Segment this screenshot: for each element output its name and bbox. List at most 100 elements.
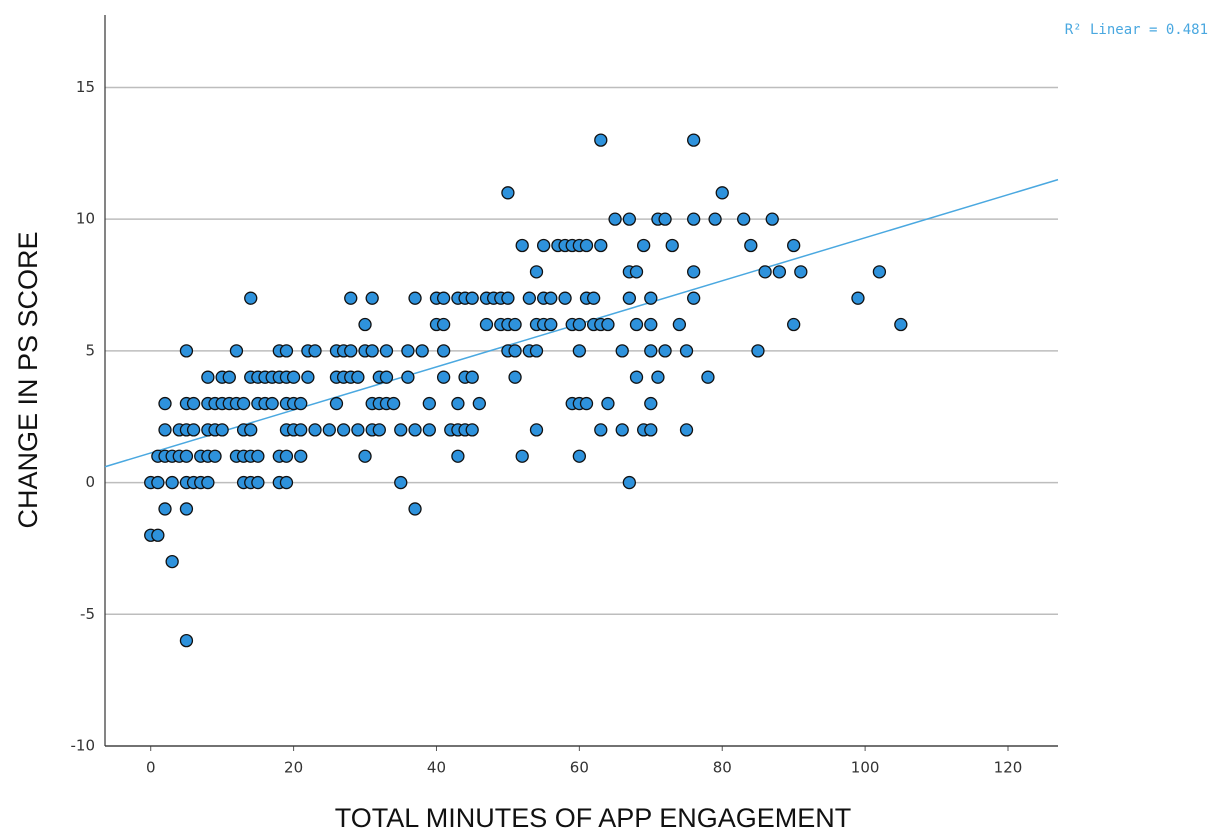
point: [787, 238, 801, 253]
point: [644, 423, 658, 437]
point: [158, 423, 172, 437]
point: [151, 475, 165, 490]
point: [501, 186, 515, 200]
point: [408, 291, 422, 305]
point: [687, 291, 701, 305]
point: [787, 317, 801, 332]
point: [708, 212, 722, 226]
point: [508, 370, 522, 384]
x-axis-title: TOTAL MINUTES OF APP ENGAGEMENT: [335, 803, 852, 833]
point: [286, 370, 301, 384]
point: [294, 423, 308, 437]
point: [451, 449, 465, 463]
point: [322, 423, 336, 437]
point: [515, 238, 529, 253]
point: [436, 344, 451, 358]
point: [165, 554, 179, 569]
point: [436, 317, 451, 332]
point: [344, 291, 358, 305]
point: [294, 396, 308, 411]
point: [572, 449, 587, 463]
point: [651, 370, 665, 384]
point: [544, 317, 558, 332]
point: [386, 396, 401, 411]
point: [644, 317, 658, 332]
point: [629, 317, 644, 332]
point: [529, 344, 544, 358]
point: [229, 344, 244, 358]
point: [687, 265, 701, 279]
point: [294, 449, 308, 463]
point: [572, 344, 587, 358]
point: [372, 423, 386, 437]
point: [201, 370, 215, 384]
point: [236, 396, 251, 411]
point: [401, 370, 415, 384]
point: [644, 396, 658, 411]
point: [151, 528, 165, 542]
x-tick-label: 80: [713, 759, 732, 777]
point: [544, 291, 558, 305]
point: [222, 370, 236, 384]
point: [508, 344, 522, 358]
point: [737, 212, 751, 226]
point: [336, 423, 351, 437]
y-tick-label: 10: [76, 210, 95, 228]
point: [365, 344, 379, 358]
point: [472, 396, 486, 411]
point: [701, 370, 715, 384]
point: [279, 344, 294, 358]
point: [851, 291, 865, 305]
x-tick-label: 60: [570, 759, 589, 777]
point: [665, 238, 679, 253]
point: [244, 423, 258, 437]
point: [529, 265, 544, 279]
point: [179, 344, 194, 358]
point: [508, 317, 522, 332]
point: [594, 133, 608, 147]
point: [615, 423, 629, 437]
x-tick-label: 120: [994, 759, 1023, 777]
point: [379, 370, 394, 384]
point: [794, 265, 808, 279]
point: [501, 291, 515, 305]
point: [872, 265, 887, 279]
point: [751, 344, 765, 358]
x-tick-label: 20: [284, 759, 303, 777]
point: [358, 449, 372, 463]
point: [415, 344, 429, 358]
point: [765, 212, 779, 226]
point: [615, 344, 629, 358]
point: [658, 212, 672, 226]
point: [436, 291, 451, 305]
point: [672, 317, 687, 332]
y-tick-label: -10: [71, 737, 96, 755]
point: [186, 423, 201, 437]
y-tick-label: 5: [85, 341, 95, 359]
point: [401, 344, 415, 358]
point: [558, 291, 572, 305]
point: [601, 317, 615, 332]
point: [465, 423, 479, 437]
point: [687, 212, 701, 226]
point: [179, 502, 194, 516]
point: [422, 423, 436, 437]
point: [179, 449, 194, 463]
point: [251, 449, 265, 463]
point: [365, 291, 379, 305]
point: [644, 344, 658, 358]
x-tick-label: 100: [851, 759, 880, 777]
point: [408, 423, 422, 437]
point: [251, 475, 265, 490]
point: [744, 238, 758, 253]
point: [715, 186, 729, 200]
y-tick-label: 0: [85, 473, 95, 491]
point: [351, 423, 365, 437]
point: [772, 265, 787, 279]
point: [344, 344, 358, 358]
point: [422, 396, 436, 411]
point: [308, 423, 322, 437]
point: [637, 238, 651, 253]
point: [758, 265, 772, 279]
